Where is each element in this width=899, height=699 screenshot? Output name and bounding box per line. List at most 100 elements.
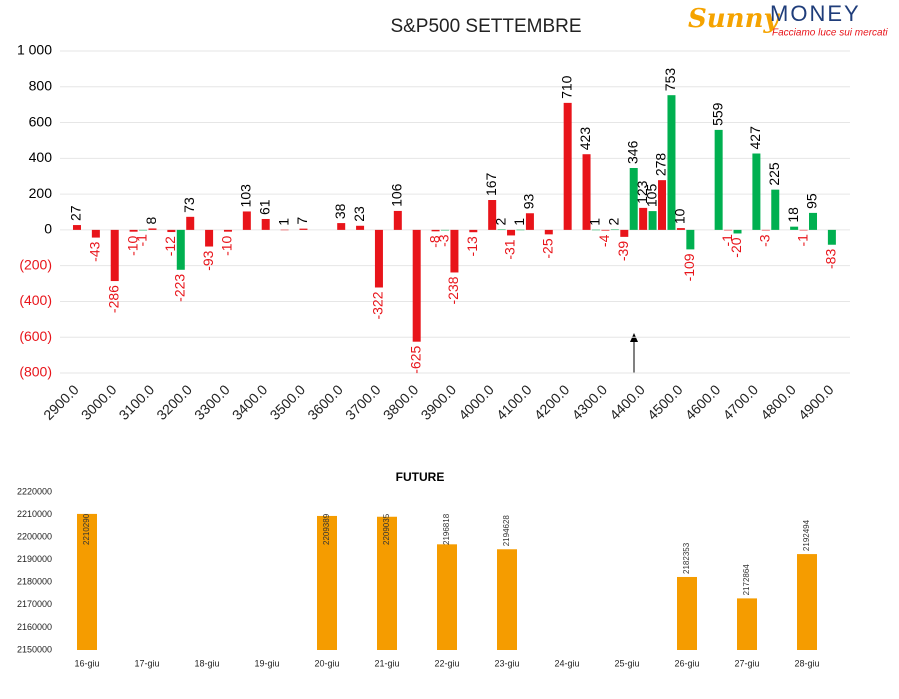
y-tick-label: (400)	[19, 292, 52, 308]
y-tick-label: 2220000	[17, 486, 52, 496]
data-label: -109	[681, 253, 697, 281]
logo: Sunny MONEY Facciamo luce sui mercati	[688, 1, 888, 39]
data-label: -31	[502, 239, 518, 259]
bar	[724, 229, 733, 231]
data-label: 2196818	[442, 513, 451, 545]
data-label: 2	[492, 218, 508, 226]
bar	[591, 229, 600, 231]
x-tick-label: 20-giu	[314, 658, 339, 668]
data-label: 167	[483, 172, 499, 196]
data-label: -625	[407, 345, 423, 373]
y-tick-label: 2190000	[17, 554, 52, 564]
x-tick-label: 3500.0	[267, 381, 309, 423]
data-label: -10	[219, 235, 235, 255]
x-tick-label: 3800.0	[380, 381, 422, 423]
bar	[629, 167, 638, 230]
x-tick-label: 4100.0	[493, 381, 535, 423]
data-label: 10	[672, 208, 688, 224]
data-label: 8	[143, 216, 159, 224]
bar	[205, 229, 214, 247]
data-label: 123	[634, 180, 650, 204]
bar	[469, 229, 478, 233]
data-label: 38	[332, 203, 348, 219]
data-label: -12	[162, 236, 178, 256]
data-label: 18	[785, 207, 801, 223]
data-label: 423	[577, 127, 593, 151]
y-tick-label: 2160000	[17, 622, 52, 632]
bar	[714, 129, 723, 230]
x-tick-label: 3300.0	[191, 381, 233, 423]
data-label: -39	[615, 241, 631, 261]
bar	[799, 229, 808, 231]
bar	[752, 153, 761, 230]
x-tick-label: 26-giu	[674, 658, 699, 668]
y-tick-label: (200)	[19, 256, 52, 272]
bar	[176, 229, 185, 270]
x-tick-label: 4400.0	[606, 381, 648, 423]
bar	[544, 229, 553, 235]
data-label: -286	[105, 285, 121, 313]
bar	[299, 228, 308, 230]
data-label: 1	[275, 218, 291, 226]
chart-title: FUTURE	[396, 470, 445, 484]
bar	[280, 229, 289, 231]
x-tick-label: 28-giu	[794, 658, 819, 668]
y-tick-label: (600)	[19, 328, 52, 344]
bar	[356, 225, 365, 230]
data-label: -3	[436, 234, 452, 247]
data-label: 93	[521, 193, 537, 209]
x-tick-label: 2900.0	[40, 381, 82, 423]
bar	[377, 516, 397, 650]
bar	[223, 229, 232, 232]
bar	[790, 226, 799, 230]
x-tick-label: 23-giu	[494, 658, 519, 668]
data-label: 278	[653, 153, 669, 177]
data-label: -10	[124, 235, 140, 255]
data-label: 2209035	[382, 513, 391, 545]
bar	[337, 223, 346, 230]
data-label: -322	[370, 291, 386, 319]
data-label: -238	[445, 276, 461, 304]
bar	[450, 229, 459, 273]
x-tick-label: 3100.0	[116, 381, 158, 423]
data-label: 2172864	[742, 564, 751, 596]
bar	[412, 229, 421, 342]
data-label: 1	[587, 218, 603, 226]
data-label: 106	[389, 183, 405, 207]
bar	[827, 229, 836, 245]
data-label: -1	[134, 234, 150, 247]
data-label: 7	[294, 217, 310, 225]
data-label: 103	[238, 184, 254, 208]
bar	[582, 154, 591, 230]
data-label: -43	[87, 241, 103, 261]
data-label: 73	[181, 197, 197, 213]
bar	[601, 229, 610, 231]
data-label: 225	[766, 162, 782, 186]
data-label: -223	[171, 274, 187, 302]
bar	[686, 229, 695, 250]
data-label: 2192494	[802, 519, 811, 551]
data-label: 105	[643, 184, 659, 208]
bar	[129, 229, 138, 232]
y-tick-label: 400	[29, 149, 53, 165]
x-tick-label: 4800.0	[757, 381, 799, 423]
logo-tagline: Facciamo luce sui mercati	[772, 28, 888, 39]
bar	[77, 513, 97, 650]
x-tick-label: 4500.0	[644, 381, 686, 423]
data-label: -13	[464, 236, 480, 256]
x-tick-label: 4300.0	[569, 381, 611, 423]
bar	[516, 229, 525, 231]
bar	[437, 544, 457, 650]
y-tick-label: 2200000	[17, 532, 52, 542]
bar	[648, 211, 657, 230]
x-tick-label: 4000.0	[455, 381, 497, 423]
x-tick-label: 21-giu	[374, 658, 399, 668]
data-label: -1	[794, 234, 810, 247]
data-label: 427	[747, 126, 763, 150]
bar	[440, 229, 449, 231]
bar	[677, 576, 697, 650]
chart-title: S&P500 SETTEMBRE	[390, 16, 581, 37]
logo-brand2: MONEY	[770, 1, 861, 26]
data-label: 2209389	[322, 513, 331, 545]
bar	[139, 229, 148, 231]
